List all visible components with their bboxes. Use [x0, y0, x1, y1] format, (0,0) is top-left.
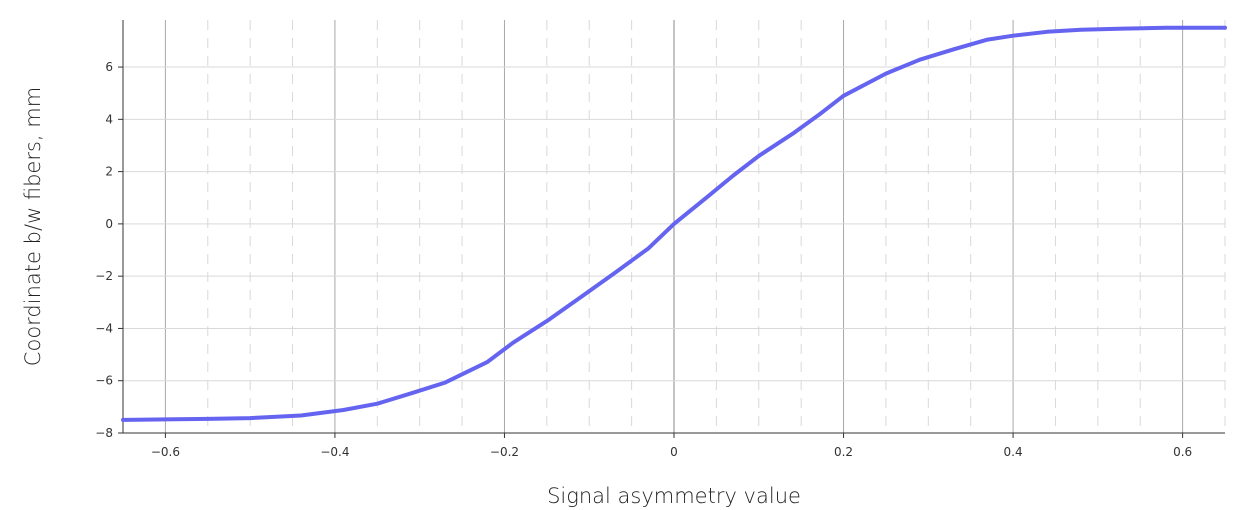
- x-tick-label: 0.6: [1173, 445, 1192, 459]
- series-layer: [121, 25, 1227, 422]
- x-tick-label: 0: [670, 445, 678, 459]
- y-tick-label: 2: [105, 165, 113, 179]
- x-tick-label: 0.2: [834, 445, 853, 459]
- x-tick-label: −0.4: [320, 445, 349, 459]
- y-axis-title: Coordinate b/w fibers, mm: [21, 87, 45, 366]
- axes-layer: [118, 20, 1225, 438]
- grid-layer: [122, 20, 1226, 434]
- series-line: [121, 25, 1227, 422]
- y-tick-label: 0: [105, 217, 113, 231]
- x-axis-title: Signal asymmetry value: [547, 484, 801, 508]
- labels-layer: −0.6 −0.4 −0.2 0 0.2 0.4 0.6 −8 −6 −4 −2 0 2 4 6: [95, 60, 1192, 459]
- y-tick-label: −2: [95, 269, 113, 283]
- y-tick-label: −6: [95, 374, 113, 388]
- y-tick-label: −4: [95, 321, 113, 335]
- y-tick-label: 6: [105, 60, 113, 74]
- x-tick-label: −0.6: [151, 445, 180, 459]
- x-tick-label: −0.2: [490, 445, 519, 459]
- x-tick-label: 0.4: [1004, 445, 1023, 459]
- y-tick-label: −8: [95, 426, 113, 440]
- y-tick-label: 4: [105, 112, 113, 126]
